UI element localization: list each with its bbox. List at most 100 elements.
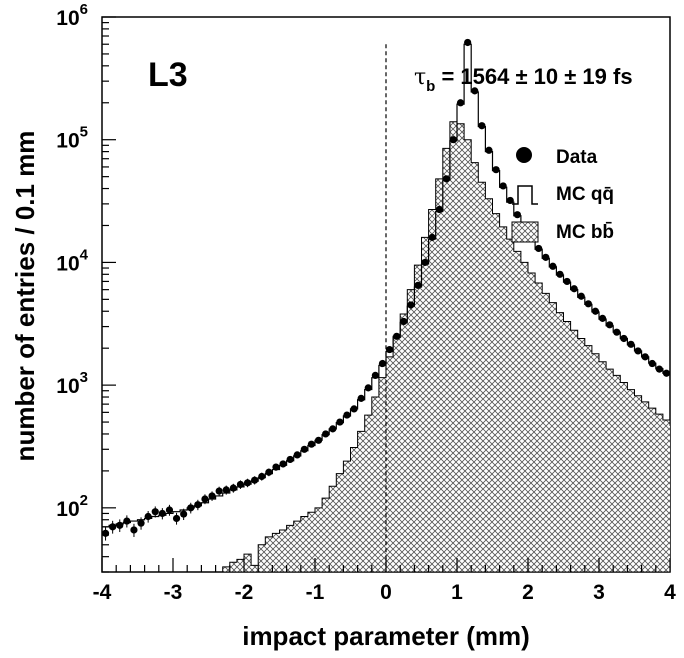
data-point: [187, 502, 195, 514]
data-point: [258, 472, 266, 481]
legend-mc-qq-marker: [512, 185, 538, 205]
data-point: [456, 99, 465, 107]
experiment-label: L3: [148, 56, 188, 94]
y-tick-label: 103: [56, 369, 88, 398]
data-point: [613, 328, 621, 336]
mc-bb-histogram: [102, 121, 670, 572]
data-point: [393, 332, 401, 340]
data-point: [279, 460, 287, 468]
data-point: [194, 499, 202, 511]
legend-data-marker: [516, 147, 532, 163]
data-point: [109, 520, 117, 534]
data-point: [598, 314, 607, 322]
data-point: [563, 277, 571, 286]
x-tick-label: 1: [451, 581, 463, 604]
legend-data-label: Data: [556, 147, 598, 168]
data-point: [449, 136, 458, 144]
x-tick-label: -4: [93, 581, 112, 604]
annotation-sub: b: [426, 78, 435, 95]
x-tick-label: 0: [380, 581, 392, 604]
data-point: [421, 258, 429, 267]
x-tick-label: 3: [593, 581, 605, 604]
data-point: [677, 379, 684, 386]
data-point: [627, 340, 635, 348]
data-point: [293, 451, 301, 459]
data-point: [407, 301, 415, 309]
data-point: [307, 440, 316, 448]
data-point: [655, 365, 663, 373]
y-axis-title: number of entries / 0.1 mm: [10, 131, 40, 462]
data-point: [364, 384, 372, 392]
axes: -4 -3 -2 -1 0 1 2 3 4 102 103 104 105 106: [56, 1, 676, 604]
data-point: [435, 205, 443, 214]
data-point: [272, 463, 280, 471]
data-point: [428, 233, 436, 241]
data-point: [492, 166, 500, 174]
data-point: [251, 476, 259, 485]
data-point: [385, 345, 394, 354]
data-point: [102, 526, 110, 541]
data-point: [243, 478, 252, 488]
y-tick-label: 105: [56, 124, 88, 153]
data-point: [357, 394, 365, 402]
data-point: [350, 405, 358, 413]
data-point: [400, 317, 408, 326]
data-point: [322, 430, 330, 438]
data-point: [222, 485, 230, 495]
data-point: [584, 300, 592, 308]
plot-area: [102, 38, 684, 572]
data-point: [180, 508, 188, 521]
lifetime-annotation: τb = 1564 ± 10 ± 19 fs: [414, 64, 633, 95]
data-point: [442, 175, 450, 183]
data-point: [208, 491, 216, 501]
data-point: [158, 508, 166, 520]
data-point: [648, 359, 656, 368]
data-point: [329, 425, 337, 433]
data-point: [464, 38, 472, 47]
x-tick-label: 4: [664, 581, 676, 604]
data-point: [314, 436, 323, 444]
data-point: [336, 418, 344, 426]
data-point: [499, 182, 507, 190]
data-point: [669, 377, 670, 379]
data-point: [137, 517, 145, 530]
data-point: [549, 262, 557, 270]
data-point: [556, 270, 564, 278]
y-tick-label: 104: [56, 246, 88, 275]
data-point: [123, 515, 131, 528]
data-point: [620, 334, 628, 343]
data-point: [229, 483, 237, 493]
data-point: [577, 292, 585, 300]
data-point: [300, 445, 308, 453]
y-tick-label: 106: [56, 1, 88, 30]
legend-mc-qq-label: MC qq̄: [556, 184, 614, 205]
annotation-rest: = 1564 ± 10 ± 19 fs: [435, 64, 632, 89]
data-point: [116, 519, 124, 533]
data-point: [662, 369, 670, 377]
data-point: [478, 122, 486, 130]
data-point: [542, 253, 550, 261]
x-tick-label: -3: [164, 581, 183, 604]
legend: Data MC qq̄ MC bb̄: [511, 147, 614, 243]
legend-mc-bb-label: MC bb̄: [556, 222, 614, 243]
data-point: [485, 146, 493, 154]
x-tick-label: 2: [522, 581, 534, 604]
data-point: [371, 371, 379, 380]
x-tick-label: -2: [235, 581, 254, 604]
data-point: [215, 486, 223, 496]
data-point: [570, 285, 578, 293]
y-tick-label: 102: [56, 492, 88, 521]
x-axis-title: impact parameter (mm): [242, 621, 530, 651]
data-point: [144, 511, 152, 523]
data-point: [414, 281, 422, 289]
legend-mc-bb-marker: [511, 221, 539, 243]
data-point: [535, 244, 543, 253]
x-tick-label: -1: [306, 581, 325, 604]
annotation-tau: τ: [414, 65, 426, 90]
data-point: [378, 359, 387, 368]
data-point: [165, 504, 174, 516]
data-point: [201, 494, 209, 505]
data-point: [606, 321, 614, 329]
data-point: [506, 196, 514, 205]
